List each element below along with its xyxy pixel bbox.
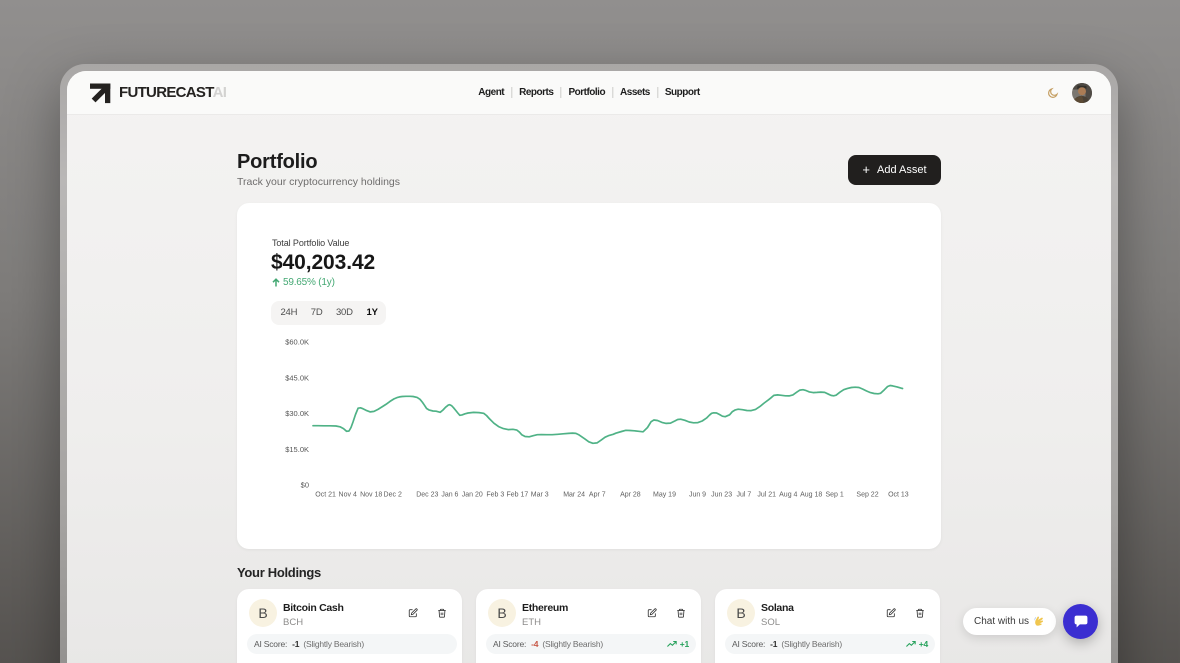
- svg-text:Jan 20: Jan 20: [462, 491, 483, 498]
- svg-text:$45.0K: $45.0K: [285, 373, 309, 382]
- svg-text:$15.0K: $15.0K: [285, 444, 309, 453]
- svg-text:Feb 3: Feb 3: [486, 491, 504, 498]
- svg-text:Apr 28: Apr 28: [620, 491, 641, 498]
- svg-text:May 19: May 19: [653, 491, 676, 498]
- svg-text:Oct 21: Oct 21: [315, 491, 336, 498]
- svg-text:Mar 3: Mar 3: [531, 491, 549, 498]
- svg-text:Dec 2: Dec 2: [384, 491, 402, 498]
- svg-text:Sep 22: Sep 22: [856, 491, 878, 498]
- svg-text:Nov 4: Nov 4: [339, 491, 357, 498]
- svg-text:Dec 23: Dec 23: [416, 491, 438, 498]
- svg-text:Jun 23: Jun 23: [711, 491, 732, 498]
- svg-text:$30.0K: $30.0K: [285, 409, 309, 418]
- svg-text:Mar 24: Mar 24: [563, 491, 585, 498]
- svg-text:Aug 18: Aug 18: [800, 491, 822, 498]
- svg-text:Jan 6: Jan 6: [441, 491, 458, 498]
- svg-text:Aug 4: Aug 4: [779, 491, 797, 498]
- svg-text:Apr 7: Apr 7: [589, 491, 606, 498]
- svg-text:Jun 9: Jun 9: [689, 491, 706, 498]
- svg-text:$0: $0: [301, 480, 309, 489]
- svg-text:Nov 18: Nov 18: [360, 491, 382, 498]
- svg-text:Sep 1: Sep 1: [825, 491, 843, 498]
- svg-text:Jul 21: Jul 21: [757, 491, 776, 498]
- svg-text:Oct 13: Oct 13: [888, 491, 909, 498]
- svg-text:Feb 17: Feb 17: [507, 491, 529, 498]
- svg-text:Jul 7: Jul 7: [737, 491, 752, 498]
- svg-text:$60.0K: $60.0K: [285, 337, 309, 346]
